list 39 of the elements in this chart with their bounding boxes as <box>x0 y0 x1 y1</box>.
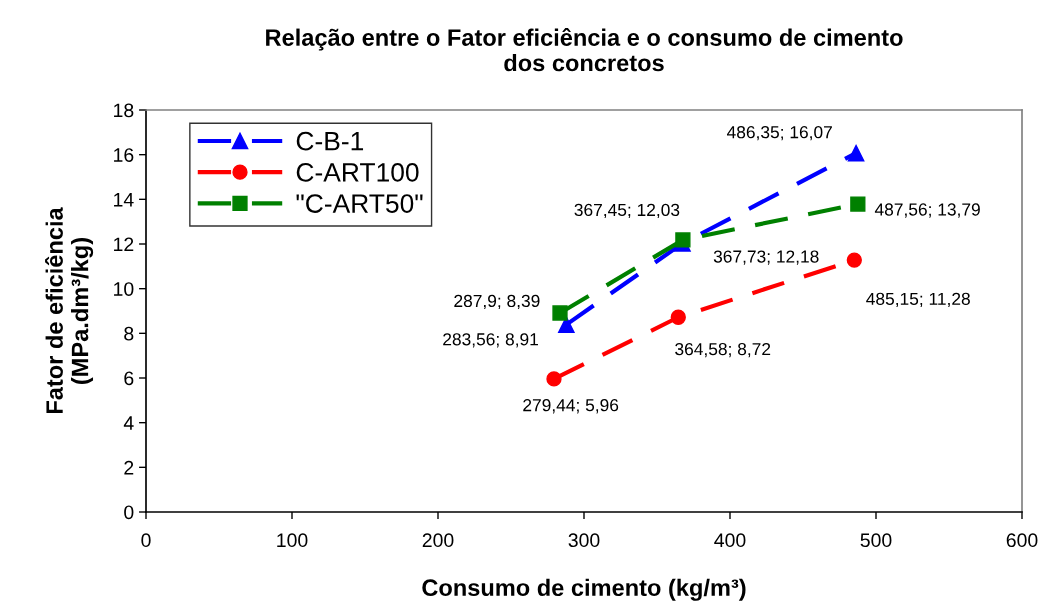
chart-title: Relação entre o Fator eficiência e o consumo de cimento dos concretos <box>266 28 903 72</box>
point <box>552 305 568 321</box>
point <box>670 309 686 325</box>
y-tick-label: 18 <box>114 103 134 118</box>
x-tick-label: 500 <box>860 533 892 548</box>
y-tick-label: 12 <box>114 237 134 252</box>
data-label: 364,58; 8,72 <box>675 342 771 358</box>
y-tick-label: 16 <box>114 148 134 162</box>
y-tick-label: 2 <box>124 460 134 475</box>
x-tick-label: 100 <box>277 533 308 548</box>
point <box>850 196 866 212</box>
y-tick-label: 10 <box>114 282 134 296</box>
data-label: 279,44; 5,96 <box>523 399 619 414</box>
data-label: 485,15; 11,28 <box>866 292 970 308</box>
x-tick-label: 300 <box>568 533 600 548</box>
data-label: 367,45; 12,03 <box>574 203 680 219</box>
x-tick-label: 400 <box>714 533 746 548</box>
legend-label: C-ART100 <box>296 163 419 182</box>
x-tick-label: 0 <box>141 533 151 548</box>
data-label: 486,35; 16,07 <box>726 126 832 141</box>
y-tick-label: 0 <box>124 505 134 520</box>
point <box>546 371 562 387</box>
y-tick-label: 6 <box>124 371 134 386</box>
data-label: 487,56; 13,79 <box>874 203 980 218</box>
x-tick-label: 600 <box>1006 533 1038 548</box>
data-label: 367,73; 12,18 <box>713 250 819 265</box>
y-axis-title: Fator de eficiência (MPa.dm³/kg) <box>45 207 94 414</box>
data-label: 287,9; 8,39 <box>454 294 540 310</box>
point <box>847 144 865 162</box>
legend-label: "C-ART50" <box>296 194 423 213</box>
y-tick-label: 4 <box>123 416 134 430</box>
data-label: 283,56; 8,91 <box>443 333 538 348</box>
y-tick-label: 8 <box>124 326 134 341</box>
point <box>675 232 691 248</box>
y-tick-label: 14 <box>114 193 134 207</box>
x-tick-label: 200 <box>422 533 454 548</box>
x-axis-title: Consumo de cimento (kg/m³) <box>422 578 746 601</box>
legend-label: C-B-1 <box>296 131 364 151</box>
point <box>846 252 862 268</box>
